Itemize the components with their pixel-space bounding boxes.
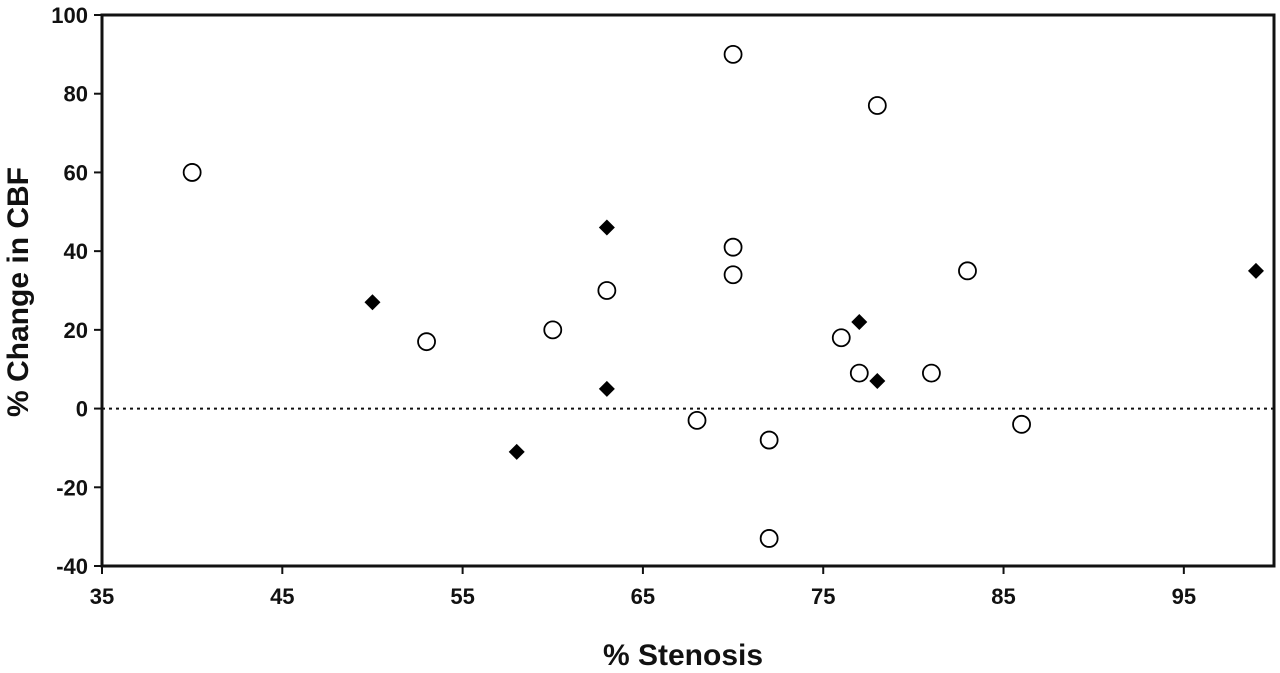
open-circle-point (958, 261, 977, 281)
x-tick-label: 35 (90, 584, 114, 609)
filled-diamond-point (508, 443, 525, 460)
y-tick-label: 0 (76, 397, 88, 422)
y-tick-label: -40 (56, 554, 88, 579)
open-circle-point (759, 430, 779, 450)
x-tick-label: 85 (991, 584, 1015, 609)
x-tick-label: 95 (1172, 584, 1196, 609)
open-circle-point (1012, 414, 1031, 434)
filled-diamond-point (851, 313, 868, 330)
open-circle-point (543, 320, 563, 340)
y-tick-label: 80 (64, 82, 88, 107)
y-tick-label: 60 (64, 160, 88, 185)
filled-diamond-point (869, 373, 886, 390)
x-axis: 35 45 55 65 75 85 95 (90, 566, 1196, 609)
filled-diamond-point (364, 294, 381, 311)
open-circle-point (182, 163, 202, 182)
filled-diamond-point (598, 219, 615, 236)
plot-area (100, 13, 1276, 568)
open-circle-point (867, 96, 887, 115)
open-circle-point (759, 529, 779, 548)
y-tick-label: 100 (51, 3, 88, 28)
filled-diamond-point (598, 380, 615, 397)
open-circle-point (597, 281, 617, 300)
open-circle-point (687, 410, 707, 430)
x-tick-label: 45 (270, 584, 294, 609)
open-circle-point (417, 332, 436, 352)
x-axis-label: % Stenosis (603, 639, 763, 672)
x-tick-label: 55 (450, 584, 474, 609)
data-points (182, 44, 1264, 548)
open-circle-point (831, 328, 851, 348)
open-circle-point (723, 265, 743, 285)
open-circle-point (922, 363, 941, 383)
y-tick-label: -20 (56, 475, 88, 500)
y-axis-label: % Change in CBF (2, 167, 35, 417)
open-circle-point (723, 237, 743, 257)
y-tick-label: 20 (64, 318, 88, 343)
open-circle-point (723, 44, 743, 64)
y-axis: 100 80 60 40 20 0 -20 -40 (51, 3, 102, 579)
open-circle-point (849, 363, 869, 383)
y-tick-label: 40 (64, 239, 88, 264)
x-tick-label: 75 (811, 584, 835, 609)
filled-diamond-point (1247, 262, 1264, 279)
x-tick-label: 65 (631, 584, 655, 609)
